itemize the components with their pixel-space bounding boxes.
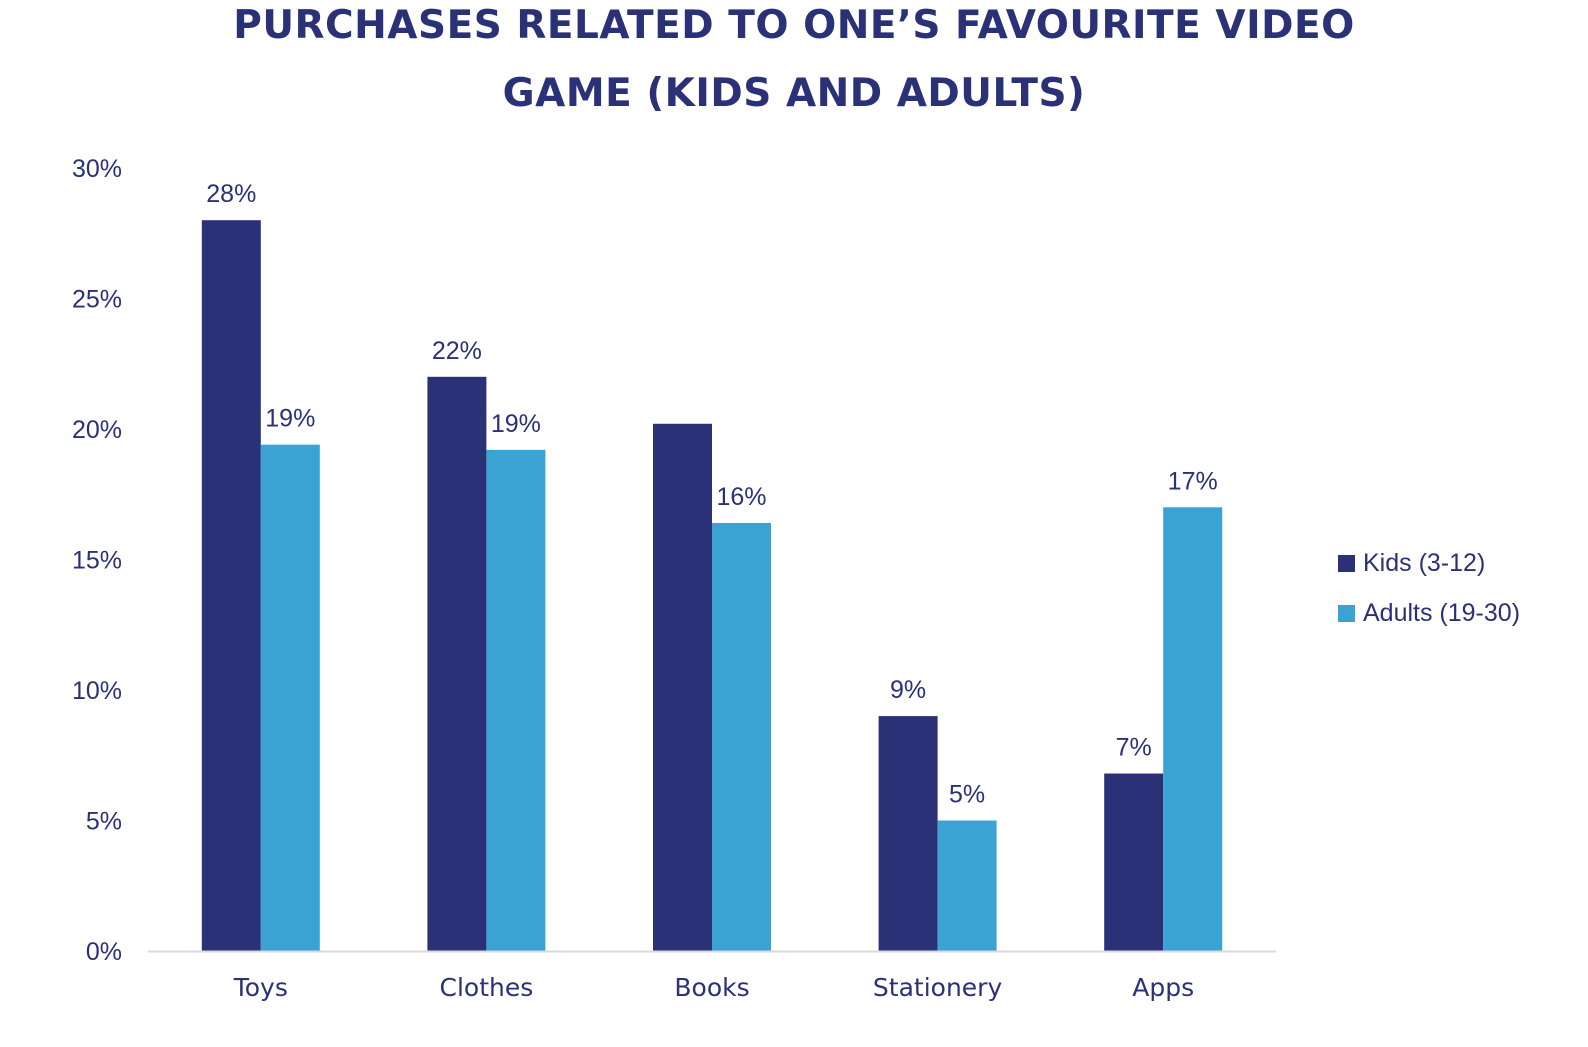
bar-kids: [1104, 773, 1164, 951]
chart-title: PURCHASES RELATED TO ONE’S FAVOURITE VID…: [0, 0, 1588, 128]
data-label: 22%: [432, 337, 482, 365]
y-tick-label: 10%: [72, 677, 122, 705]
x-tick-label: Books: [674, 973, 749, 1002]
x-tick-label: Toys: [233, 973, 288, 1002]
y-tick-label: 25%: [72, 286, 122, 314]
legend: Kids (3-12) Adults (19-30): [1338, 538, 1520, 638]
legend-label-kids: Kids (3-12): [1363, 548, 1486, 577]
y-tick-label: 15%: [72, 547, 122, 575]
y-tick-label: 20%: [72, 416, 122, 444]
y-tick-label: 5%: [86, 808, 122, 836]
legend-item-adults: Adults (19-30): [1338, 588, 1520, 638]
chart-title-line-2: GAME (KIDS AND ADULTS): [502, 71, 1086, 116]
bars: [201, 220, 1223, 951]
bar-kids: [201, 220, 261, 951]
legend-label-adults: Adults (19-30): [1363, 598, 1521, 627]
legend-swatch-adults: [1338, 604, 1355, 622]
legend-swatch-kids: [1338, 554, 1355, 572]
x-axis: Toys Clothes Books Stationery Apps: [233, 973, 1194, 1002]
bar-kids: [427, 376, 487, 951]
data-labels: 28% 19% 22% 19% 16% 9% 5% 7% 17%: [206, 180, 1217, 808]
x-tick-label: Apps: [1132, 973, 1194, 1002]
bar-adults: [260, 444, 320, 951]
x-tick-label: Stationery: [873, 973, 1003, 1002]
y-axis: 0% 5% 10% 15% 20% 25% 30%: [72, 155, 122, 966]
data-label: 19%: [491, 410, 541, 438]
data-label: 9%: [890, 676, 926, 704]
bar-adults: [1163, 507, 1223, 951]
bar-adults: [712, 522, 771, 951]
bar-adults: [937, 820, 997, 951]
data-label: 7%: [1116, 734, 1152, 762]
legend-item-kids: Kids (3-12): [1338, 538, 1520, 588]
bar-kids: [878, 716, 938, 951]
data-label: 5%: [949, 781, 985, 809]
bar-adults: [486, 449, 546, 951]
chart-title-line-1: PURCHASES RELATED TO ONE’S FAVOURITE VID…: [233, 3, 1355, 48]
data-label: 17%: [1168, 467, 1218, 495]
bar-kids: [653, 423, 712, 951]
data-label: 16%: [716, 483, 766, 511]
x-tick-label: Clothes: [440, 973, 534, 1002]
data-label: 19%: [265, 405, 315, 433]
data-label: 28%: [206, 180, 256, 208]
y-tick-label: 0%: [86, 938, 122, 966]
y-tick-label: 30%: [72, 155, 122, 183]
